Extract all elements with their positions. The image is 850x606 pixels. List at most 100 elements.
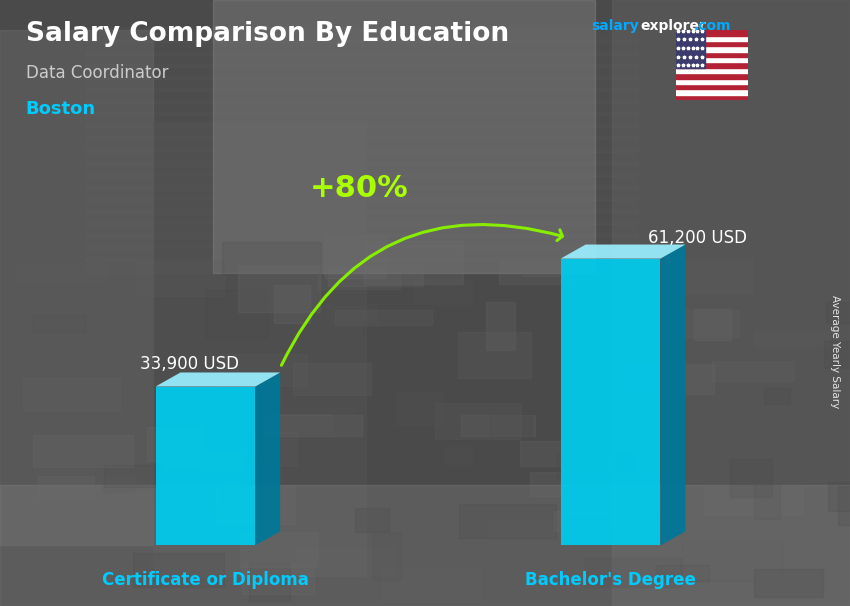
- Bar: [824, 341, 850, 368]
- Bar: [754, 331, 829, 346]
- Bar: [327, 304, 377, 322]
- Bar: [85, 173, 638, 188]
- Bar: [265, 414, 332, 433]
- Bar: [487, 521, 575, 563]
- Bar: [216, 485, 295, 524]
- Bar: [183, 445, 211, 481]
- Bar: [238, 265, 320, 311]
- Bar: [676, 95, 748, 100]
- Bar: [558, 453, 635, 478]
- Bar: [267, 415, 362, 436]
- Bar: [85, 76, 638, 91]
- Bar: [85, 64, 638, 79]
- Bar: [676, 57, 748, 62]
- Bar: [85, 52, 638, 67]
- Bar: [838, 485, 850, 525]
- Polygon shape: [660, 245, 685, 545]
- Text: Average Yearly Salary: Average Yearly Salary: [830, 295, 840, 408]
- Bar: [212, 0, 595, 273]
- Bar: [826, 302, 850, 323]
- Bar: [206, 290, 267, 338]
- Bar: [33, 435, 133, 467]
- Bar: [373, 533, 400, 580]
- Bar: [354, 508, 389, 532]
- Bar: [676, 62, 748, 68]
- Bar: [0, 30, 153, 545]
- Bar: [421, 573, 516, 594]
- Bar: [85, 221, 638, 236]
- Bar: [676, 89, 748, 95]
- Bar: [676, 41, 748, 47]
- Bar: [445, 447, 472, 464]
- Bar: [275, 408, 354, 433]
- Bar: [137, 261, 224, 296]
- Bar: [659, 259, 753, 293]
- Text: Bachelor's Degree: Bachelor's Degree: [525, 571, 696, 589]
- Bar: [336, 310, 432, 325]
- Bar: [85, 148, 638, 164]
- Bar: [676, 73, 748, 79]
- Text: explorer: explorer: [640, 19, 705, 33]
- Bar: [85, 136, 638, 152]
- Bar: [242, 564, 314, 594]
- Bar: [152, 445, 235, 484]
- Bar: [104, 465, 199, 487]
- Bar: [704, 487, 803, 516]
- Bar: [729, 459, 772, 498]
- Polygon shape: [255, 373, 280, 545]
- Text: 61,200 USD: 61,200 USD: [649, 229, 747, 247]
- Bar: [85, 27, 638, 42]
- Bar: [85, 124, 638, 139]
- Bar: [446, 425, 475, 473]
- Bar: [293, 363, 371, 395]
- Bar: [325, 235, 386, 278]
- Bar: [85, 112, 638, 127]
- Bar: [85, 245, 638, 261]
- Bar: [676, 36, 748, 41]
- Bar: [382, 569, 480, 602]
- Bar: [459, 504, 557, 538]
- Text: Data Coordinator: Data Coordinator: [26, 64, 168, 82]
- Bar: [149, 559, 233, 601]
- Bar: [319, 255, 400, 289]
- Bar: [85, 88, 638, 103]
- Bar: [520, 441, 564, 466]
- Bar: [249, 564, 290, 601]
- Bar: [85, 100, 638, 115]
- Polygon shape: [561, 245, 685, 259]
- Bar: [561, 474, 660, 513]
- Bar: [38, 476, 94, 498]
- Text: .com: .com: [694, 19, 731, 33]
- Bar: [499, 262, 570, 284]
- Bar: [85, 209, 638, 224]
- Bar: [240, 531, 319, 567]
- Bar: [530, 472, 560, 496]
- Bar: [85, 39, 638, 55]
- Bar: [694, 309, 731, 340]
- Bar: [523, 245, 559, 276]
- Bar: [147, 427, 203, 461]
- Bar: [676, 30, 705, 68]
- Bar: [133, 553, 224, 587]
- Bar: [222, 242, 321, 274]
- Bar: [85, 197, 638, 212]
- Bar: [676, 68, 748, 73]
- Bar: [712, 361, 794, 381]
- Bar: [676, 47, 748, 52]
- Bar: [683, 512, 777, 544]
- Bar: [156, 387, 255, 545]
- Bar: [655, 565, 709, 581]
- Text: 33,900 USD: 33,900 USD: [140, 355, 240, 373]
- Bar: [676, 79, 748, 84]
- Bar: [0, 485, 850, 606]
- Text: +80%: +80%: [310, 174, 409, 203]
- Bar: [612, 0, 850, 606]
- Bar: [676, 52, 748, 57]
- Bar: [219, 354, 307, 386]
- Bar: [434, 403, 521, 439]
- Bar: [561, 259, 660, 545]
- Text: salary: salary: [591, 19, 638, 33]
- Bar: [754, 569, 824, 597]
- Bar: [676, 84, 748, 89]
- Bar: [676, 30, 748, 36]
